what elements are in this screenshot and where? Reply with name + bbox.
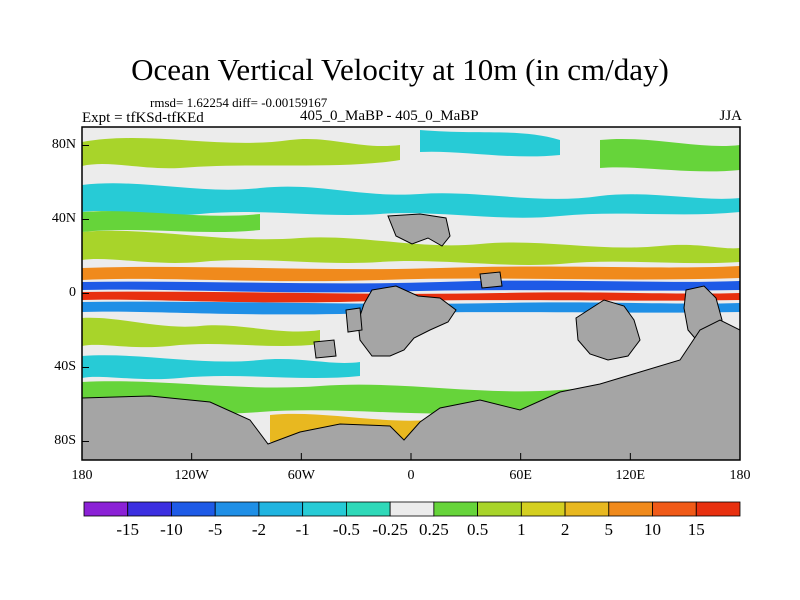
contour-cyan-nmid bbox=[82, 183, 740, 218]
contour-green-nmid-2 bbox=[82, 211, 260, 232]
y-tick-label: 40N bbox=[51, 210, 76, 226]
y-tick-label: 80S bbox=[54, 432, 76, 448]
map-field bbox=[82, 127, 740, 460]
stats-label: rmsd= 1.62254 diff= -0.00159167 bbox=[150, 95, 328, 110]
colorbar-label: -15 bbox=[116, 520, 140, 539]
contour-orange-equator-north bbox=[82, 266, 740, 282]
contour-green-arctic bbox=[82, 138, 400, 169]
contour-green-nmid bbox=[82, 230, 740, 265]
colorbar-label: 0.5 bbox=[466, 520, 489, 539]
colorbar-swatch bbox=[608, 501, 653, 517]
colorbar-label: -0.25 bbox=[372, 520, 408, 539]
contour-blue-equator bbox=[82, 280, 740, 293]
contour-cyan-arctic bbox=[420, 130, 560, 157]
x-tick-label: 60W bbox=[287, 468, 315, 483]
colorbar-swatch bbox=[652, 501, 697, 517]
season-label: JJA bbox=[719, 108, 742, 124]
colorbar-swatch bbox=[258, 501, 304, 517]
contour-cyan-smid bbox=[82, 355, 360, 380]
land-africa bbox=[575, 299, 641, 361]
land-island-3 bbox=[479, 271, 503, 289]
colorbar-swatch bbox=[127, 501, 172, 517]
x-tick-label: 0 bbox=[407, 468, 415, 483]
x-tick-label: 60E bbox=[509, 468, 532, 483]
land-antarctica bbox=[82, 319, 740, 460]
colorbar-swatch bbox=[83, 501, 129, 517]
colorbar-swatch bbox=[389, 501, 435, 517]
colorbar-label: 10 bbox=[644, 520, 662, 539]
colorbar-label: -10 bbox=[160, 520, 183, 539]
y-tick-label: 0 bbox=[69, 284, 76, 300]
x-tick-label: 120E bbox=[615, 468, 646, 483]
colorbar-label: 0.25 bbox=[418, 520, 449, 539]
contour-green-arctic-2 bbox=[600, 138, 740, 172]
colorbar-swatch bbox=[520, 501, 566, 517]
colorbar-label: -1 bbox=[295, 520, 310, 539]
colorbar-swatch bbox=[171, 501, 216, 517]
colorbar-label: -5 bbox=[208, 520, 223, 539]
colorbar-swatch bbox=[477, 501, 522, 517]
subtitle-label: 405_0_MaBP - 405_0_MaBP bbox=[300, 108, 479, 124]
colorbar-swatch bbox=[345, 501, 391, 517]
axis-ticks bbox=[81, 145, 741, 460]
colorbar-swatch bbox=[695, 501, 741, 517]
colorbar-label: -2 bbox=[251, 520, 266, 539]
colorbar-label: 15 bbox=[687, 520, 705, 539]
contour-green-smid bbox=[82, 317, 320, 348]
plot-title: Ocean Vertical Velocity at 10m (in cm/da… bbox=[131, 52, 669, 87]
colorbar-swatch bbox=[433, 501, 479, 517]
colorbar-label: 2 bbox=[560, 520, 570, 539]
colorbar-swatch bbox=[564, 501, 610, 517]
y-tick-label: 40S bbox=[54, 358, 76, 374]
colorbar bbox=[83, 501, 741, 517]
colorbar-swatch bbox=[214, 501, 260, 517]
x-tick-label: 120W bbox=[174, 468, 209, 483]
colorbar-label: -0.5 bbox=[332, 520, 360, 539]
x-tick-label: 180 bbox=[729, 468, 751, 483]
colorbar-label: 5 bbox=[604, 520, 614, 539]
land-island-1 bbox=[345, 307, 363, 333]
experiment-label: Expt = tfKSd-tfKEd bbox=[82, 110, 204, 126]
y-tick-label: 80N bbox=[51, 136, 76, 152]
colorbar-label: 1 bbox=[517, 520, 526, 539]
land-north-america bbox=[387, 213, 451, 247]
land-island-2 bbox=[313, 339, 337, 359]
colorbar-swatch bbox=[302, 501, 347, 517]
x-tick-label: 180 bbox=[71, 468, 93, 483]
